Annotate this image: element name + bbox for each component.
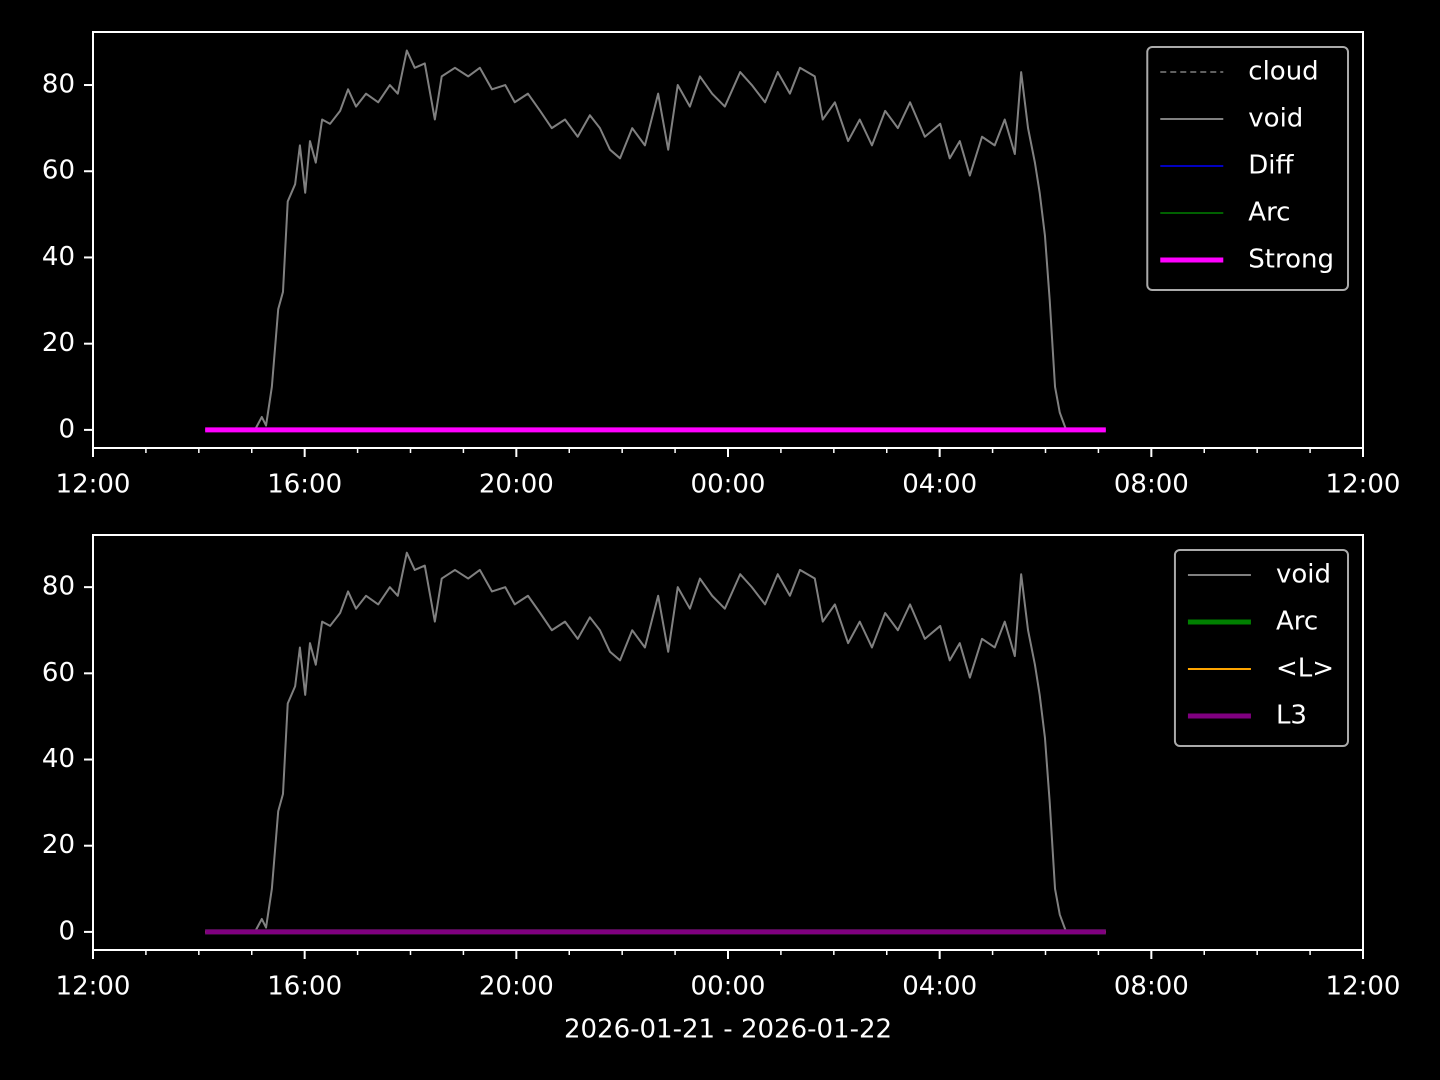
x-tick-label: 20:00 (479, 972, 554, 1002)
legend-label: void (1248, 104, 1303, 134)
x-tick-label: 16:00 (267, 470, 342, 500)
x-tick-label: 08:00 (1114, 470, 1189, 500)
y-tick-label: 0 (58, 414, 75, 444)
y-tick-label: 20 (42, 328, 75, 358)
y-tick-label: 60 (42, 658, 75, 688)
x-tick-label: 16:00 (267, 972, 342, 1002)
x-axis-label: 2026-01-21 - 2026-01-22 (564, 1015, 892, 1045)
legend-box (1146, 46, 1349, 291)
y-tick-label: 40 (42, 242, 75, 272)
legend-label: Arc (1276, 607, 1318, 637)
x-tick-label: 04:00 (902, 972, 977, 1002)
legend-label: <L> (1276, 654, 1334, 684)
y-tick-label: 80 (42, 572, 75, 602)
legend-label: void (1276, 560, 1331, 590)
y-tick-label: 20 (42, 830, 75, 860)
y-tick-label: 60 (42, 156, 75, 186)
x-tick-label: 12:00 (56, 972, 131, 1002)
legend-label: cloud (1248, 57, 1318, 87)
series-line (205, 49, 1106, 431)
legend-label: L3 (1276, 701, 1307, 731)
y-tick-label: 40 (42, 744, 75, 774)
y-tick-label: 80 (42, 70, 75, 100)
legend-box (1173, 549, 1349, 747)
x-tick-label: 12:00 (1326, 470, 1401, 500)
x-tick-label: 00:00 (691, 470, 766, 500)
x-tick-label: 00:00 (691, 972, 766, 1002)
x-tick-label: 12:00 (56, 470, 131, 500)
series-line (205, 551, 1106, 933)
x-tick-label: 20:00 (479, 470, 554, 500)
plot-area (92, 534, 1364, 951)
x-tick-label: 12:00 (1326, 972, 1401, 1002)
legend-label: Diff (1248, 151, 1294, 181)
legend-label: Arc (1248, 198, 1290, 228)
legend-label: Strong (1248, 245, 1334, 275)
y-tick-label: 0 (58, 916, 75, 946)
x-tick-label: 04:00 (902, 470, 977, 500)
x-tick-label: 08:00 (1114, 972, 1189, 1002)
